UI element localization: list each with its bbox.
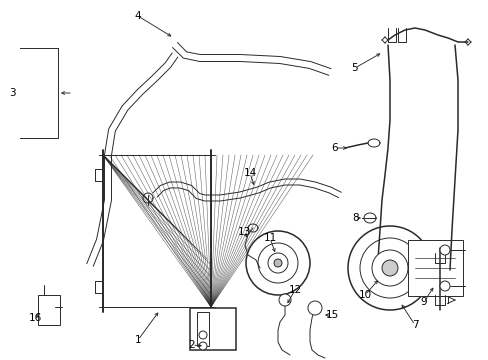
Bar — [407, 240, 462, 296]
Text: 15: 15 — [325, 310, 338, 320]
Text: 4: 4 — [134, 11, 141, 21]
Text: 14: 14 — [243, 168, 256, 178]
Text: 3: 3 — [9, 88, 15, 98]
Circle shape — [347, 226, 431, 310]
Bar — [197, 312, 208, 346]
Bar — [38, 295, 60, 325]
Text: 13: 13 — [237, 227, 250, 237]
Circle shape — [439, 281, 449, 291]
Text: 8: 8 — [352, 213, 359, 223]
Bar — [103, 155, 210, 307]
Circle shape — [273, 259, 282, 267]
Circle shape — [199, 331, 206, 339]
Circle shape — [267, 253, 287, 273]
Circle shape — [258, 243, 297, 283]
Circle shape — [307, 301, 321, 315]
Circle shape — [245, 231, 309, 295]
Text: 11: 11 — [263, 233, 276, 243]
Text: 12: 12 — [288, 285, 301, 295]
Text: 5: 5 — [351, 63, 358, 73]
Circle shape — [371, 250, 407, 286]
Bar — [190, 308, 236, 350]
Text: 10: 10 — [358, 290, 371, 300]
Text: 1: 1 — [134, 335, 141, 345]
Circle shape — [381, 260, 397, 276]
Circle shape — [359, 238, 419, 298]
Circle shape — [279, 294, 290, 306]
Circle shape — [439, 245, 449, 255]
Text: 9: 9 — [420, 297, 427, 307]
Text: 7: 7 — [411, 320, 417, 330]
Circle shape — [199, 342, 206, 350]
Text: 2: 2 — [188, 340, 195, 350]
Text: 6: 6 — [331, 143, 338, 153]
Text: 16: 16 — [28, 313, 41, 323]
